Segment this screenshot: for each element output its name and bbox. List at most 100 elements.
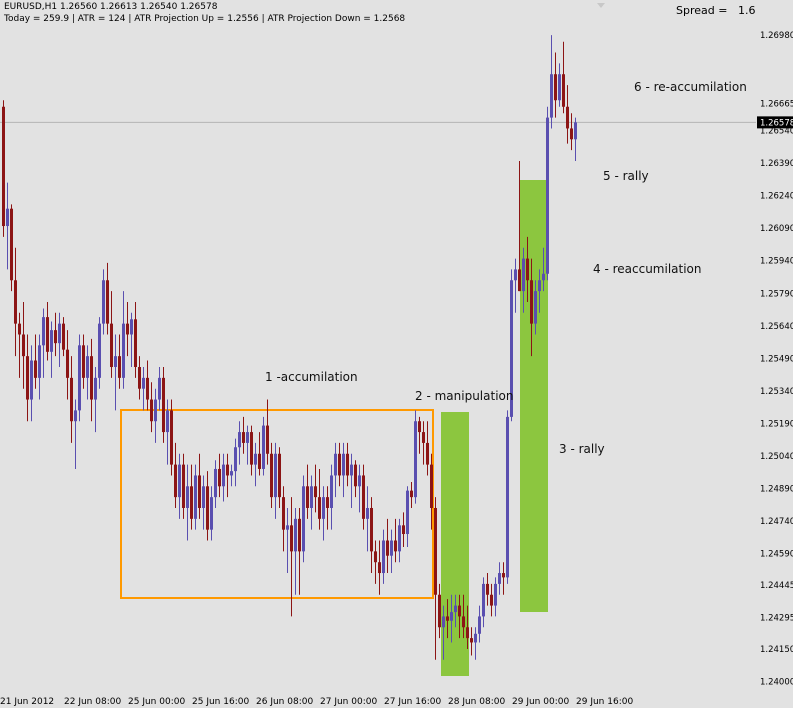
candle-body: [426, 442, 429, 465]
candle-body: [178, 464, 181, 498]
annotation-accumulation: 1 -accumilation: [265, 370, 358, 384]
candle-body: [502, 573, 505, 578]
candle: [402, 512, 405, 548]
candle: [526, 236, 529, 302]
candle: [522, 247, 525, 313]
x-tick-label: 29 Jun 16:00: [576, 697, 633, 707]
candle: [414, 410, 417, 504]
candle: [254, 442, 257, 487]
candle-body: [506, 416, 509, 578]
candle-body: [66, 349, 69, 378]
candle-body: [386, 540, 389, 556]
candle: [250, 425, 253, 476]
x-tick-label: 21 Jun 2012: [0, 697, 54, 707]
y-tick-label: 1.24445: [760, 581, 793, 591]
candle: [10, 204, 13, 292]
candle-body: [294, 518, 297, 552]
candle-body: [258, 453, 261, 469]
y-tick-label: 1.24590: [760, 550, 793, 560]
candle-body: [134, 319, 137, 368]
candle: [78, 334, 81, 422]
candle: [478, 605, 481, 643]
candle-body: [466, 627, 469, 639]
manipulation-highlight: [441, 412, 469, 676]
candle: [410, 481, 413, 508]
candle: [354, 460, 357, 498]
candle: [334, 442, 337, 498]
candle: [110, 291, 113, 378]
y-tick-label: 1.25190: [760, 419, 793, 429]
y-tick-label: 1.24890: [760, 484, 793, 494]
candle: [198, 453, 201, 519]
candle: [262, 416, 265, 476]
candle: [190, 464, 193, 530]
candle-body: [282, 497, 285, 530]
candle: [146, 360, 149, 411]
x-tick-label: 29 Jun 00:00: [512, 697, 569, 707]
candle: [286, 507, 289, 574]
y-tick-label: 1.25790: [760, 289, 793, 299]
candle: [294, 507, 297, 595]
candle-body: [402, 525, 405, 535]
candle-body: [530, 280, 533, 324]
candle-body: [318, 497, 321, 519]
candle: [118, 334, 121, 389]
x-tick-label: 27 Jun 00:00: [320, 697, 377, 707]
time-axis: 21 Jun 2012 22 Jun 08:00 25 Jun 00:00 25 Ju…: [0, 697, 633, 707]
candle-body: [50, 330, 53, 352]
candle-body: [2, 106, 5, 227]
candle: [170, 399, 173, 476]
candle: [166, 399, 169, 465]
candle-body: [230, 471, 233, 476]
candle-body: [390, 540, 393, 556]
candle: [266, 399, 269, 465]
candle: [394, 518, 397, 563]
candle: [542, 247, 545, 292]
candle-body: [378, 562, 381, 574]
candle-body: [486, 583, 489, 595]
candle: [338, 442, 341, 487]
candle-body: [490, 594, 493, 606]
candle: [350, 453, 353, 508]
candle: [370, 497, 373, 574]
candle: [186, 464, 189, 541]
candle: [514, 258, 517, 313]
x-tick-label: 26 Jun 08:00: [256, 697, 313, 707]
candle: [194, 464, 197, 530]
annotation-re-accumulation: 6 - re-accumilation: [634, 80, 747, 94]
candle-body: [334, 453, 337, 476]
scroll-marker-icon[interactable]: [597, 3, 605, 8]
candle: [82, 334, 85, 389]
candle-body: [174, 464, 177, 498]
annotations-layer: 1 -accumilation 2 - manipulation 3 - ral…: [265, 80, 747, 456]
candle-body: [182, 464, 185, 508]
candle-body: [570, 128, 573, 140]
candle-body: [70, 377, 73, 422]
y-tick-label: 1.25640: [760, 322, 793, 332]
candle-body: [398, 525, 401, 552]
candle-body: [246, 432, 249, 443]
candle: [318, 468, 321, 530]
candle: [474, 627, 477, 660]
candle-body: [194, 475, 197, 519]
candle-body: [338, 453, 341, 476]
y-tick-label: 1.24740: [760, 517, 793, 527]
candle: [246, 425, 249, 465]
candle-body: [30, 360, 33, 400]
candle: [238, 421, 241, 465]
candle: [434, 497, 437, 660]
candle: [302, 475, 305, 563]
candle: [426, 421, 429, 476]
candle: [158, 367, 161, 411]
candle: [210, 486, 213, 541]
candle-body: [438, 594, 441, 628]
candle-body: [150, 399, 153, 422]
candle-body: [302, 486, 305, 552]
candle-body: [250, 432, 253, 465]
candle-body: [42, 317, 45, 346]
candle: [162, 367, 165, 443]
y-tick-label: 1.25340: [760, 387, 793, 397]
candle-body: [354, 464, 357, 487]
candle-body: [130, 319, 133, 335]
